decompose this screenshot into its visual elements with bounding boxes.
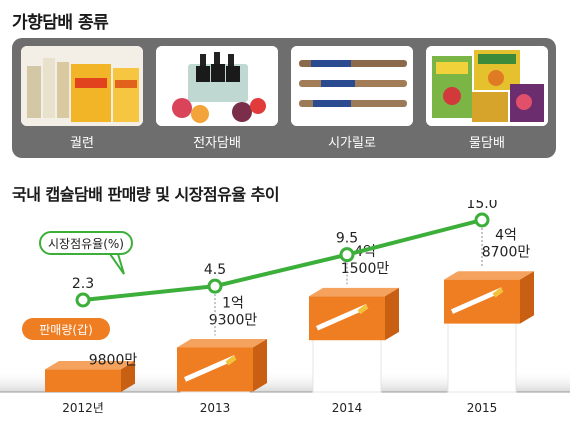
cigarette-pack-icon [21, 46, 143, 126]
bar-top [444, 271, 534, 280]
bar-side [520, 271, 534, 324]
share-point [207, 278, 223, 294]
bar-top [177, 339, 267, 348]
product-card-hookah [426, 46, 548, 126]
chart-title: 국내 캡슐담배 판매량 및 시장점유율 추이 [12, 185, 280, 204]
product-label-cigarette: 궐련 [70, 136, 94, 151]
bar-top [309, 287, 399, 297]
bar [444, 279, 520, 324]
bar-data-label: 8700만 [482, 245, 531, 261]
product-card-cigarette [21, 46, 143, 126]
legend-share-pointer [108, 253, 125, 275]
product-label-hookah: 물담배 [469, 136, 505, 151]
share-data-label: 4.5 [204, 262, 226, 278]
line-series: 2.3 4.5 9.5 15.0 [72, 200, 498, 336]
bar [309, 296, 385, 341]
bar [177, 347, 253, 392]
legend-sales-pill [22, 318, 110, 340]
bar [45, 369, 121, 392]
share-point [339, 247, 355, 263]
product-label-cigarillo: 시가릴로 [328, 136, 376, 151]
product-card-e-cigarette [156, 46, 278, 126]
product-card-cigarillo [291, 46, 413, 126]
e-liquid-bottles-icon [156, 46, 278, 126]
share-data-label: 2.3 [72, 276, 94, 292]
bar-side [385, 287, 399, 341]
cigarette-filter-mark [357, 304, 369, 315]
hookah-tobacco-box-icon [426, 46, 548, 126]
product-label-e-cigarette: 전자담배 [193, 136, 241, 151]
share-point [75, 292, 91, 308]
bar-side [253, 339, 267, 392]
bar-data-label: 9800만 [89, 352, 138, 368]
bar-data-label: 9300만 [209, 312, 258, 328]
cigarillo-icon [291, 46, 413, 126]
bar-side [121, 360, 135, 392]
share-data-label: 9.5 [336, 231, 358, 247]
share-line [82, 218, 483, 302]
page-title: 가향담배 종류 [12, 13, 109, 33]
share-data-label: 15.0 [466, 200, 497, 212]
cigarette-filter-mark [225, 355, 237, 366]
legend-share-pill [39, 231, 133, 255]
x-axis-ticks: 2012년 2013 2014 2015 [62, 401, 497, 415]
bar-data-label: 1억 [222, 295, 244, 311]
legend-sales-label: 판매량(갑) [39, 323, 93, 337]
share-point [474, 212, 490, 228]
product-panel: 궐련 전자담배 시가릴로 [12, 38, 556, 158]
legend-share-label: 시장점유율(%) [48, 237, 124, 251]
x-tick-label: 2012년 [62, 401, 104, 415]
legend: 시장점유율(%) 판매량(갑) [22, 231, 133, 340]
bar-top [45, 360, 135, 370]
x-tick-label: 2013 [200, 401, 231, 415]
bar-data-label: 1500만 [341, 261, 390, 277]
x-tick-label: 2014 [332, 401, 363, 415]
bar-data-label: 4억 [495, 228, 517, 244]
x-tick-label: 2015 [467, 401, 498, 415]
floor-shadow [0, 370, 570, 392]
cigarette-filter-mark [492, 287, 504, 298]
